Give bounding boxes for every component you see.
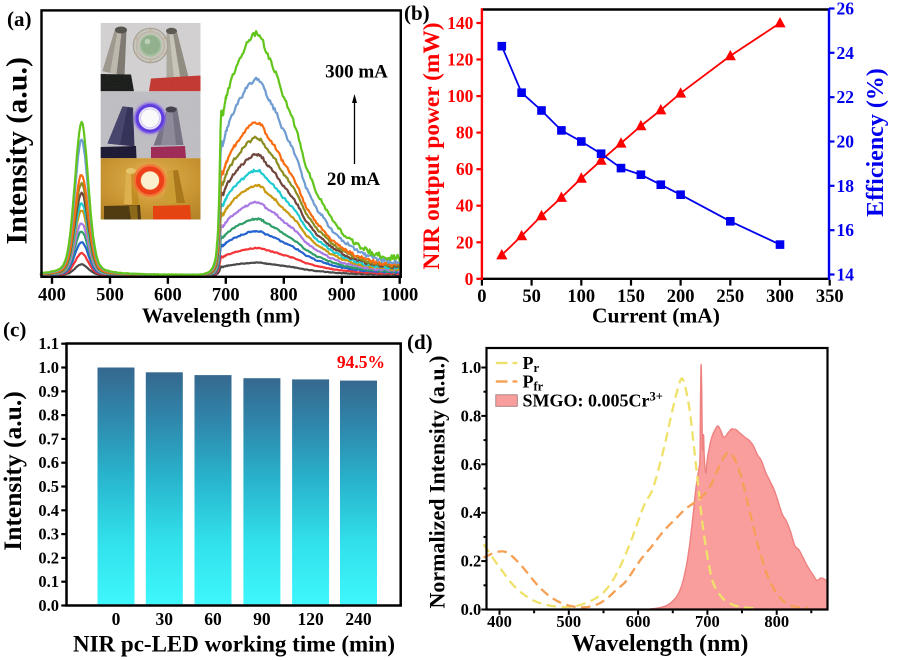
svg-text:250: 250: [716, 287, 744, 307]
svg-text:900: 900: [328, 286, 356, 306]
svg-text:14: 14: [837, 265, 855, 285]
svg-text:100: 100: [447, 86, 474, 106]
svg-text:240: 240: [345, 609, 372, 629]
svg-text:0.2: 0.2: [38, 548, 59, 567]
svg-text:400: 400: [38, 286, 66, 306]
svg-text:300 mA: 300 mA: [325, 62, 388, 83]
svg-text:0.8: 0.8: [38, 406, 59, 425]
svg-text:Intensity (a.u.): Intensity (a.u.): [1, 57, 34, 245]
svg-text:94.5%: 94.5%: [337, 352, 385, 372]
svg-text:600: 600: [154, 286, 182, 306]
svg-text:0.9: 0.9: [38, 382, 59, 401]
svg-text:700: 700: [695, 612, 720, 631]
svg-text:(b): (b): [404, 1, 430, 25]
svg-text:20 mA: 20 mA: [327, 169, 381, 190]
svg-text:90: 90: [253, 609, 271, 629]
svg-text:800: 800: [270, 286, 298, 306]
svg-text:1.0: 1.0: [461, 358, 482, 377]
svg-text:0: 0: [465, 269, 474, 289]
svg-text:(c): (c): [3, 318, 26, 342]
svg-text:150: 150: [617, 287, 645, 307]
svg-text:24: 24: [837, 43, 855, 63]
svg-text:26: 26: [837, 0, 855, 19]
svg-text:100: 100: [567, 287, 595, 307]
svg-text:30: 30: [156, 609, 174, 629]
svg-text:40: 40: [456, 196, 474, 216]
svg-text:0.4: 0.4: [38, 501, 59, 520]
svg-text:Wavelength (nm): Wavelength (nm): [572, 631, 749, 657]
svg-text:0.6: 0.6: [461, 455, 482, 474]
svg-text:80: 80: [456, 123, 474, 143]
svg-text:(a): (a): [7, 7, 32, 31]
svg-text:120: 120: [447, 50, 474, 70]
svg-text:0.3: 0.3: [38, 525, 59, 544]
svg-text:1000: 1000: [381, 286, 418, 306]
svg-text:0.0: 0.0: [38, 596, 59, 615]
svg-text:0: 0: [112, 609, 121, 629]
svg-text:16: 16: [837, 220, 855, 240]
svg-text:50: 50: [522, 287, 541, 307]
svg-text:300: 300: [766, 287, 794, 307]
svg-text:Normalized Intensity (a.u.): Normalized Intensity (a.u.): [425, 356, 450, 609]
svg-text:1.0: 1.0: [38, 358, 59, 377]
svg-text:200: 200: [667, 287, 695, 307]
svg-text:(d): (d): [407, 330, 433, 354]
svg-text:0.4: 0.4: [461, 503, 482, 522]
svg-text:0.8: 0.8: [461, 406, 482, 425]
svg-text:350: 350: [816, 287, 844, 307]
svg-text:0.1: 0.1: [38, 572, 59, 591]
svg-text:Efficiency (%): Efficiency (%): [863, 68, 889, 217]
svg-text:20: 20: [837, 132, 855, 152]
svg-text:0.2: 0.2: [461, 552, 482, 571]
svg-text:60: 60: [456, 159, 474, 179]
svg-text:Wavelength (nm): Wavelength (nm): [142, 304, 300, 328]
svg-text:0.6: 0.6: [38, 453, 59, 472]
svg-text:500: 500: [96, 286, 124, 306]
svg-text:500: 500: [556, 612, 581, 631]
svg-text:120: 120: [297, 609, 324, 629]
svg-text:22: 22: [837, 87, 855, 107]
svg-text:700: 700: [212, 286, 240, 306]
svg-text:1.1: 1.1: [38, 334, 59, 353]
svg-text:400: 400: [487, 612, 512, 631]
svg-text:NIR output power (mW): NIR output power (mW): [419, 22, 445, 269]
svg-text:0: 0: [477, 287, 486, 307]
svg-text:600: 600: [626, 612, 651, 631]
svg-text:SMGO: 0.005Cr3+: SMGO: 0.005Cr3+: [523, 390, 663, 411]
svg-text:0.5: 0.5: [38, 477, 59, 496]
svg-text:18: 18: [837, 176, 855, 196]
svg-text:Intensity (a.u.): Intensity (a.u.): [0, 391, 27, 550]
svg-text:60: 60: [204, 609, 222, 629]
svg-text:140: 140: [447, 13, 474, 33]
svg-text:NIR pc-LED working time (min): NIR pc-LED working time (min): [73, 632, 395, 657]
svg-text:0.7: 0.7: [38, 429, 59, 448]
svg-text:0.0: 0.0: [461, 600, 482, 619]
svg-text:800: 800: [764, 612, 789, 631]
svg-text:20: 20: [456, 232, 474, 252]
svg-text:Current (mA): Current (mA): [592, 304, 720, 328]
